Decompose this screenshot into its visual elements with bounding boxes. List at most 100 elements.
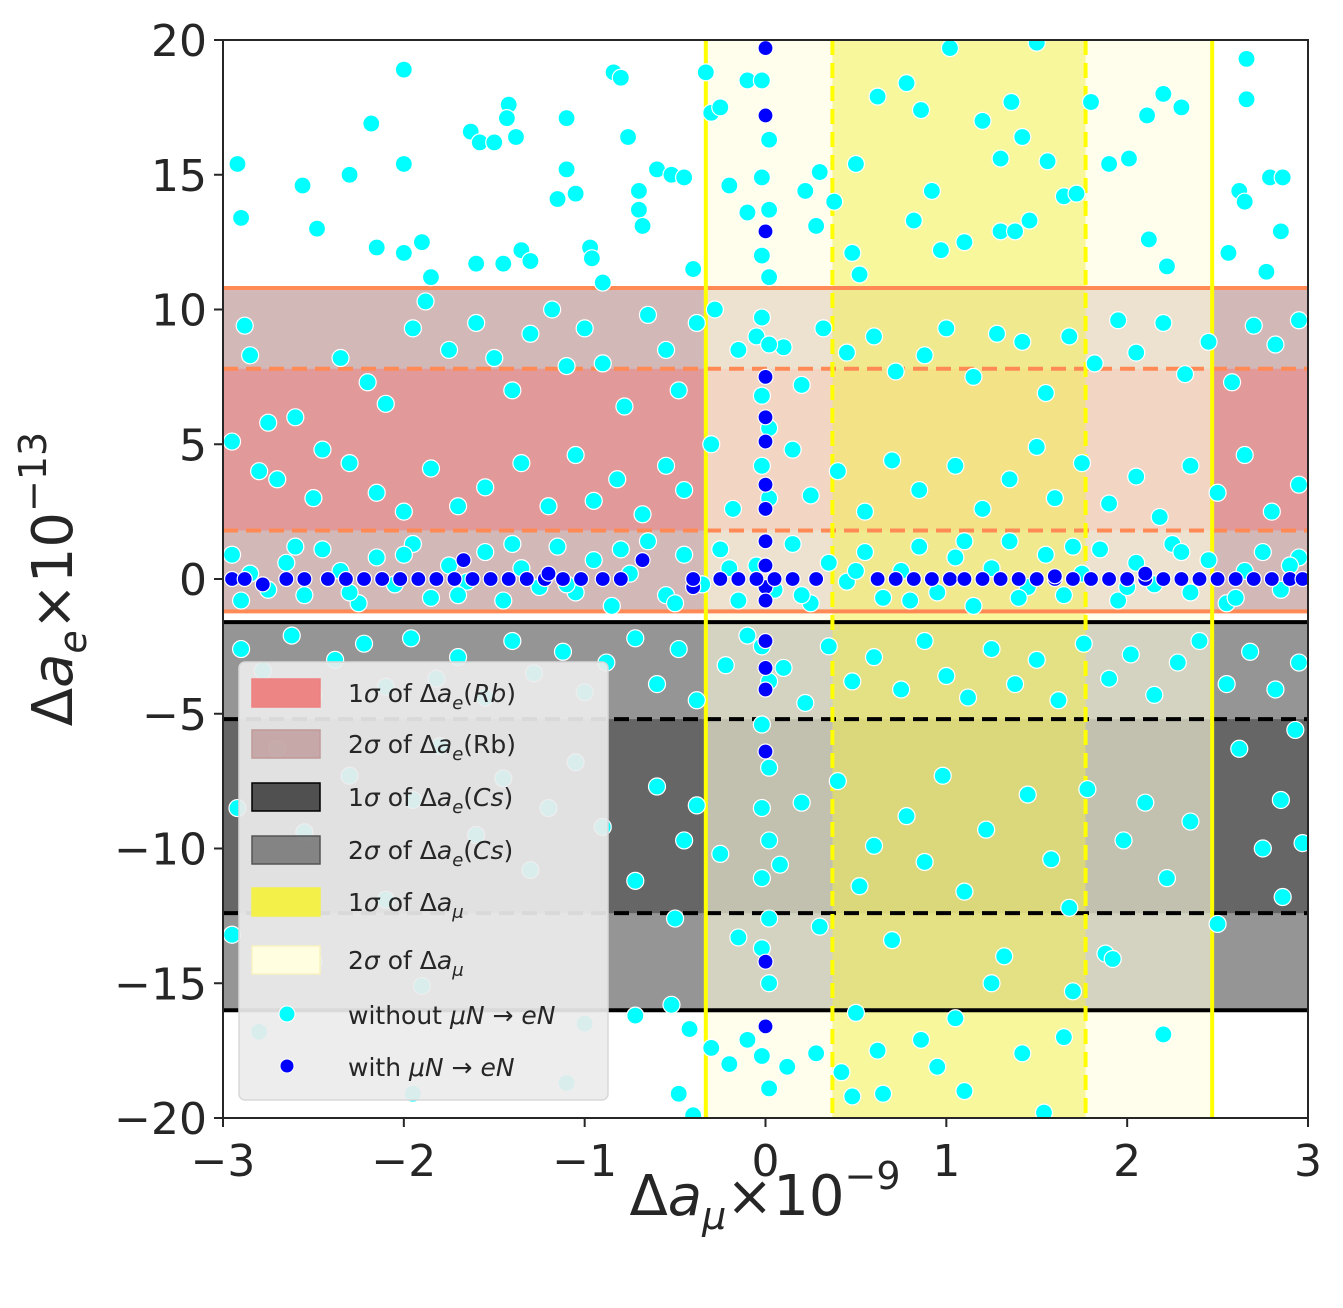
point-with-8	[757, 533, 774, 550]
point-without-171	[1127, 467, 1146, 486]
point-with-72	[1263, 570, 1280, 588]
point-with-74	[1294, 570, 1308, 588]
point-without-335	[995, 947, 1014, 966]
point-without-249	[846, 561, 866, 581]
point-without-55	[922, 181, 941, 201]
point-without-84	[1273, 168, 1292, 187]
point-without-238	[231, 591, 251, 610]
point-without-167	[1027, 437, 1046, 457]
point-without-392	[760, 335, 779, 354]
legend-swatch-0	[251, 678, 321, 708]
point-without-62	[1002, 92, 1021, 112]
point-with-22	[296, 570, 313, 588]
point-with-25	[355, 570, 373, 588]
point-with-69	[1209, 570, 1226, 588]
y-tick-label-1: −15	[114, 959, 207, 1010]
point-without-293	[1074, 634, 1093, 653]
point-without-81	[1237, 49, 1256, 68]
point-without-364	[807, 1044, 826, 1063]
point-without-318	[665, 909, 685, 928]
point-without-351	[1271, 790, 1290, 810]
point-without-284	[864, 648, 884, 667]
point-without-226	[1090, 540, 1110, 559]
point-without-120	[886, 362, 905, 381]
y-tick-label-6: 10	[151, 286, 207, 337]
point-with-55	[956, 570, 973, 588]
y-tick-label-2: −10	[114, 825, 207, 876]
point-without-347	[1253, 839, 1272, 858]
point-without-292	[1049, 691, 1068, 710]
point-without-23	[557, 160, 576, 179]
y-axis-title: Δae×10−13	[11, 432, 95, 726]
legend-swatch-4	[251, 887, 321, 917]
legend-label-6: without μN → eN	[348, 1001, 556, 1030]
point-with-67	[1173, 570, 1190, 588]
point-without-146	[448, 497, 468, 516]
point-without-164	[946, 456, 965, 475]
point-with-15	[757, 743, 774, 760]
point-without-74	[1137, 106, 1157, 125]
point-with-16	[757, 953, 774, 970]
point-without-280	[774, 658, 793, 678]
point-without-34	[633, 216, 652, 236]
point-without-357	[669, 1084, 688, 1103]
point-without-299	[1217, 675, 1236, 694]
point-without-275	[647, 675, 667, 694]
point-without-403	[752, 869, 771, 888]
point-without-139	[250, 462, 269, 481]
point-without-211	[819, 553, 838, 572]
point-with-36	[554, 570, 572, 588]
point-without-47	[807, 216, 826, 236]
y-tick-label-4: 0	[179, 555, 207, 606]
point-without-316	[626, 871, 645, 890]
point-with-2	[757, 223, 774, 240]
point-without-341	[1114, 831, 1133, 850]
legend-entry-5: 2σ of Δaμ	[251, 945, 464, 981]
point-without-346	[1230, 739, 1249, 758]
point-without-68	[1038, 152, 1057, 171]
point-without-209	[783, 534, 802, 554]
point-with-3	[757, 368, 774, 385]
legend-marker-6	[278, 1005, 296, 1023]
point-without-298	[1190, 631, 1209, 651]
point-without-86	[1271, 222, 1290, 241]
point-without-399	[752, 715, 771, 734]
point-without-116	[792, 375, 811, 395]
point-with-77	[1137, 565, 1154, 582]
point-with-37	[572, 570, 590, 588]
point-without-333	[955, 882, 974, 901]
point-without-196	[548, 537, 567, 556]
point-without-206	[729, 591, 748, 610]
point-without-94	[358, 373, 377, 392]
point-without-326	[828, 772, 847, 791]
point-without-278	[716, 656, 735, 675]
point-with-21	[278, 570, 295, 588]
point-with-14	[757, 681, 774, 698]
y-tick-label-5: 5	[179, 420, 207, 471]
point-without-43	[720, 176, 739, 195]
point-without-300	[1241, 642, 1260, 661]
point-with-61	[1064, 570, 1082, 588]
point-without-324	[792, 793, 811, 812]
point-without-88	[235, 316, 254, 335]
point-without-93	[331, 348, 350, 368]
point-without-131	[1154, 313, 1173, 333]
point-without-205	[711, 540, 730, 559]
point-without-22	[557, 109, 576, 128]
point-without-402	[760, 831, 779, 850]
point-without-291	[1027, 650, 1046, 669]
point-without-38	[684, 259, 703, 279]
point-without-161	[855, 502, 875, 521]
point-without-95	[376, 394, 395, 413]
point-without-132	[1175, 365, 1195, 384]
point-without-334	[977, 820, 996, 839]
point-with-41	[455, 552, 472, 569]
point-with-51	[887, 570, 904, 588]
point-without-102	[521, 324, 540, 343]
point-without-359	[684, 1106, 703, 1118]
point-without-111	[687, 313, 706, 333]
point-with-50	[869, 570, 886, 588]
point-without-107	[615, 397, 634, 416]
point-without-283	[843, 672, 862, 691]
point-with-5	[757, 433, 774, 450]
